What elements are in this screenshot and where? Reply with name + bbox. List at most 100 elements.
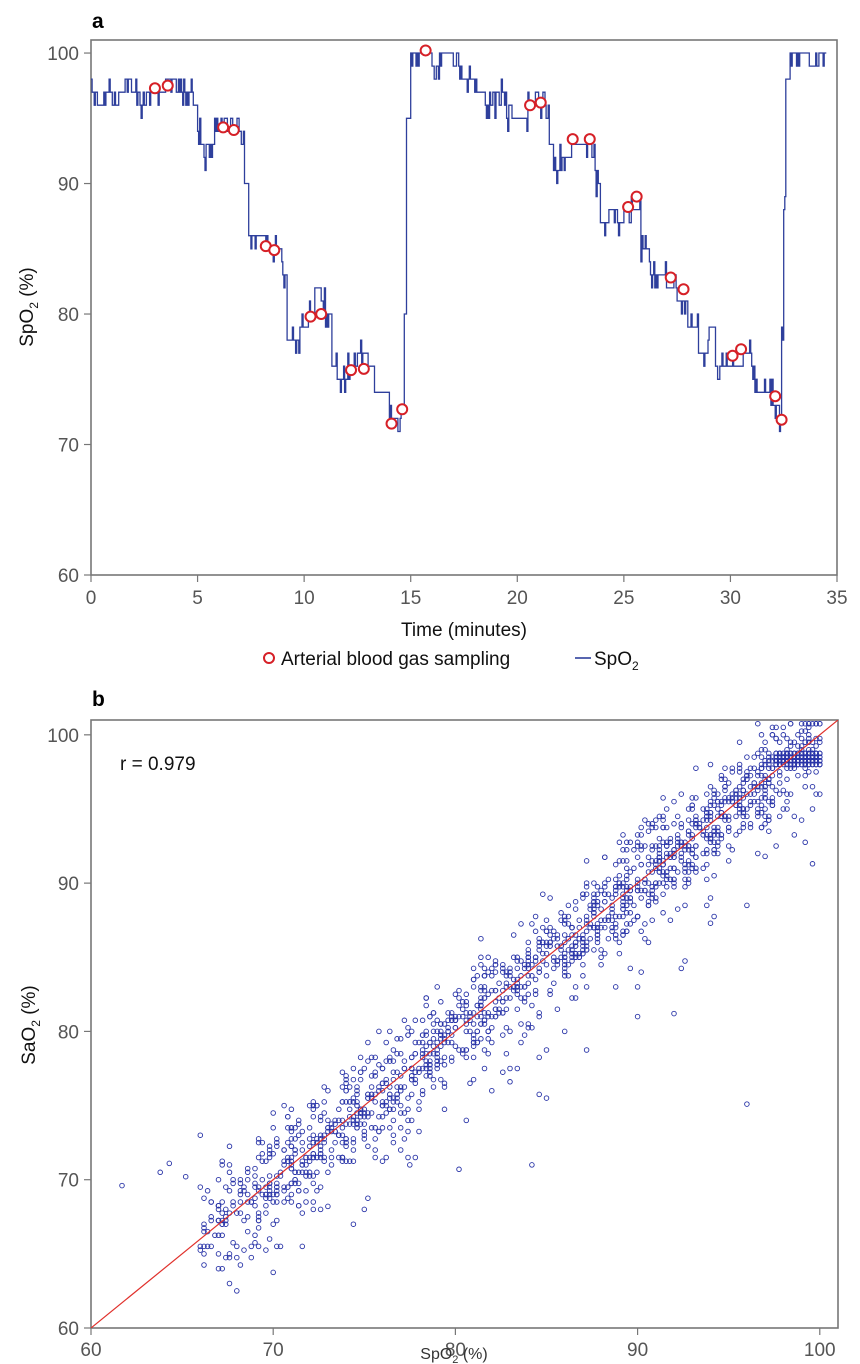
scatter-point	[682, 876, 688, 883]
scatter-point	[510, 954, 517, 961]
scatter-point	[762, 813, 768, 820]
scatter-point	[780, 806, 787, 812]
scatter-point	[798, 750, 805, 757]
scatter-point	[780, 787, 787, 794]
scatter-point	[350, 1095, 357, 1101]
scatter-point	[696, 824, 703, 831]
scatter-point	[671, 850, 677, 857]
scatter-point	[390, 1095, 397, 1101]
scatter-point	[525, 954, 532, 961]
scatter-point	[244, 1191, 251, 1198]
scatter-point	[485, 969, 491, 975]
scatter-point	[500, 1069, 506, 1075]
scatter-point	[372, 1147, 378, 1153]
scatter-point	[554, 961, 561, 968]
scatter-point	[678, 854, 685, 860]
scatter-point	[645, 902, 652, 909]
scatter-point	[740, 780, 747, 786]
scatter-point	[274, 1191, 280, 1198]
scatter-point	[346, 1121, 353, 1127]
scatter-point	[536, 1010, 542, 1016]
scatter-point	[551, 928, 557, 935]
scatter-point	[244, 1214, 251, 1220]
scatter-point	[653, 865, 659, 872]
scatter-point	[532, 954, 539, 961]
scatter-point	[397, 1084, 404, 1090]
scatter-point	[623, 865, 630, 872]
scatter-point	[485, 1013, 491, 1020]
scatter-point	[234, 1210, 240, 1216]
scatter-point	[642, 935, 648, 942]
scatter-point	[733, 832, 739, 838]
scatter-point	[689, 802, 695, 809]
scatter-point	[536, 1054, 542, 1061]
scatter-point	[583, 1047, 590, 1053]
scatter-point	[372, 1125, 378, 1131]
scatter-point	[671, 1010, 677, 1017]
scatter-point	[715, 832, 721, 838]
scatter-point	[485, 1010, 491, 1016]
scatter-point	[299, 1139, 306, 1146]
panel-b-x-tick-label: 100	[804, 1340, 836, 1361]
scatter-point	[751, 791, 757, 797]
scatter-point	[645, 828, 652, 834]
scatter-point	[223, 1184, 229, 1190]
scatter-point	[656, 880, 663, 886]
scatter-point	[321, 1110, 327, 1116]
scatter-point	[292, 1125, 298, 1131]
scatter-point	[674, 906, 681, 912]
scatter-point	[412, 1154, 419, 1161]
scatter-point	[667, 835, 674, 842]
scatter-point	[441, 1084, 448, 1090]
scatter-point	[715, 791, 721, 797]
scatter-point	[416, 1128, 422, 1135]
scatter-point	[682, 869, 688, 875]
scatter-point	[525, 958, 532, 964]
scatter-point	[580, 973, 586, 979]
scatter-point	[274, 1217, 280, 1224]
scatter-point	[295, 1180, 302, 1187]
scatter-point	[368, 1091, 375, 1098]
scatter-point	[809, 861, 816, 867]
scatter-point	[711, 847, 717, 853]
scatter-point	[565, 961, 572, 968]
scatter-point	[354, 1125, 360, 1131]
legend: Arterial blood gas sampling SpO2	[263, 649, 639, 673]
scatter-point	[441, 1021, 448, 1027]
scatter-point	[416, 1106, 422, 1113]
scatter-point	[769, 732, 776, 738]
scatter-point	[591, 906, 597, 912]
scatter-point	[660, 910, 666, 916]
scatter-point	[328, 1147, 335, 1153]
scatter-point	[354, 1117, 360, 1124]
scatter-point	[638, 847, 644, 853]
scatter-point	[485, 1050, 491, 1057]
scatter-point	[445, 1010, 451, 1016]
scatter-point	[314, 1188, 320, 1194]
scatter-point	[274, 1136, 280, 1142]
scatter-point	[500, 969, 506, 975]
scatter-point	[467, 1017, 473, 1024]
abg-sample-point	[345, 364, 358, 377]
scatter-point	[722, 765, 728, 771]
scatter-point	[219, 1162, 225, 1168]
scatter-point	[478, 999, 484, 1005]
scatter-point	[317, 1143, 324, 1150]
scatter-point	[660, 880, 666, 886]
scatter-point	[576, 917, 583, 923]
scatter-point	[237, 1188, 244, 1194]
scatter-point	[525, 973, 532, 979]
scatter-point	[572, 943, 579, 949]
scatter-point	[310, 1206, 317, 1213]
scatter-point	[678, 965, 685, 972]
scatter-point	[656, 835, 663, 842]
scatter-point	[784, 765, 790, 771]
scatter-point	[372, 1069, 378, 1075]
scatter-point	[383, 1099, 389, 1105]
scatter-point	[809, 761, 816, 768]
scatter-point	[707, 783, 714, 790]
scatter-point	[285, 1158, 291, 1164]
scatter-point	[660, 839, 666, 846]
scatter-point	[350, 1158, 357, 1164]
scatter-point	[263, 1158, 269, 1164]
